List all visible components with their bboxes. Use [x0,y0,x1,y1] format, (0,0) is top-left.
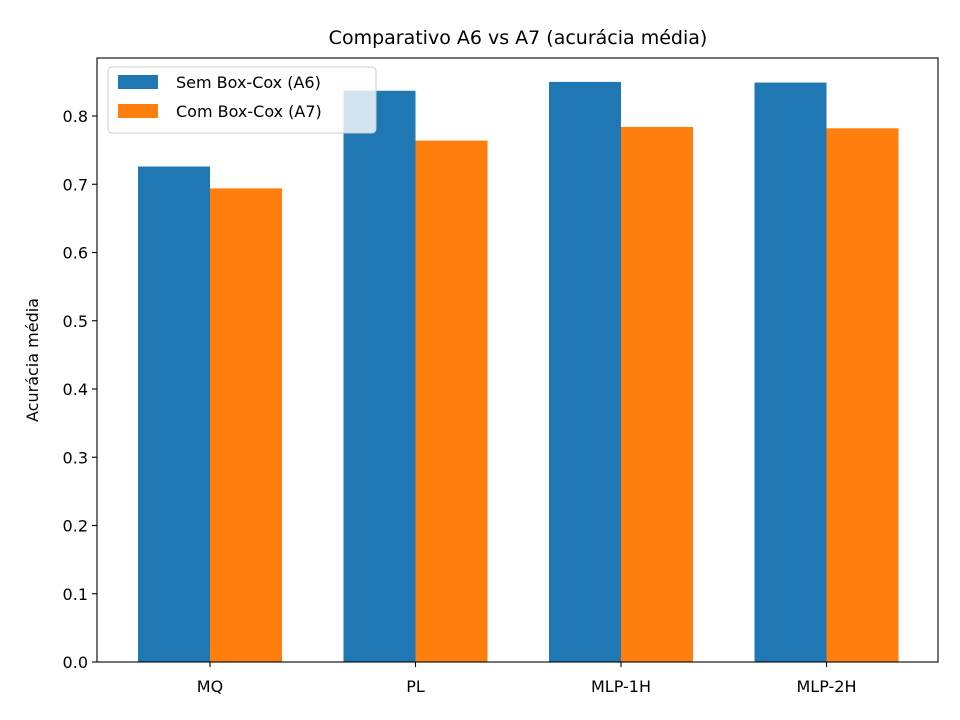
legend-box [107,66,377,134]
bar-sem-boxcox-mlp-1h [549,81,621,662]
plot-frame [96,57,939,663]
bar-com-boxcox-pl [415,140,488,662]
x-tick-label-pl: PL [406,677,425,696]
bar-com-boxcox-mlp-2h [826,128,899,663]
bar-sem-boxcox-pl [343,90,416,662]
x-tick-label-mlp-2h: MLP-2H [797,677,857,696]
bar-sem-boxcox-mlp-2h [754,82,827,663]
x-axis: MQ PL MLP-1H MLP-2H [197,662,857,696]
x-tick-label-mlp-1h: MLP-1H [591,677,651,696]
legend-label-com-boxcox: Com Box-Cox (A7) [176,102,322,121]
y-tick-label: 0.8 [63,107,88,126]
legend-swatch-com-boxcox [118,104,158,118]
bars-layer [138,81,899,663]
y-tick-label: 0.7 [63,175,88,194]
y-axis-title: Acurácia média [23,298,42,422]
legend-swatch-sem-boxcox [118,75,158,89]
x-tick-label-mq: MQ [197,677,223,696]
y-tick-label: 0.4 [63,380,88,399]
legend-label-sem-boxcox: Sem Box-Cox (A6) [176,73,321,92]
y-tick-label: 0.6 [63,244,88,263]
bar-com-boxcox-mq [210,188,282,662]
y-axis: 0.0 0.1 0.2 0.3 0.4 0.5 0.6 0.7 0.8 [63,107,97,672]
y-tick-label: 0.0 [63,653,88,672]
y-tick-label: 0.1 [63,585,88,604]
bar-com-boxcox-mlp-1h [621,126,693,662]
chart-title: Comparativo A6 vs A7 (acurácia média) [329,27,708,49]
y-tick-label: 0.3 [63,448,88,467]
y-tick-label: 0.2 [63,517,88,536]
y-tick-label: 0.5 [63,312,88,331]
legend: Sem Box-Cox (A6) Com Box-Cox (A7) [107,66,377,134]
bar-sem-boxcox-mq [138,166,210,662]
